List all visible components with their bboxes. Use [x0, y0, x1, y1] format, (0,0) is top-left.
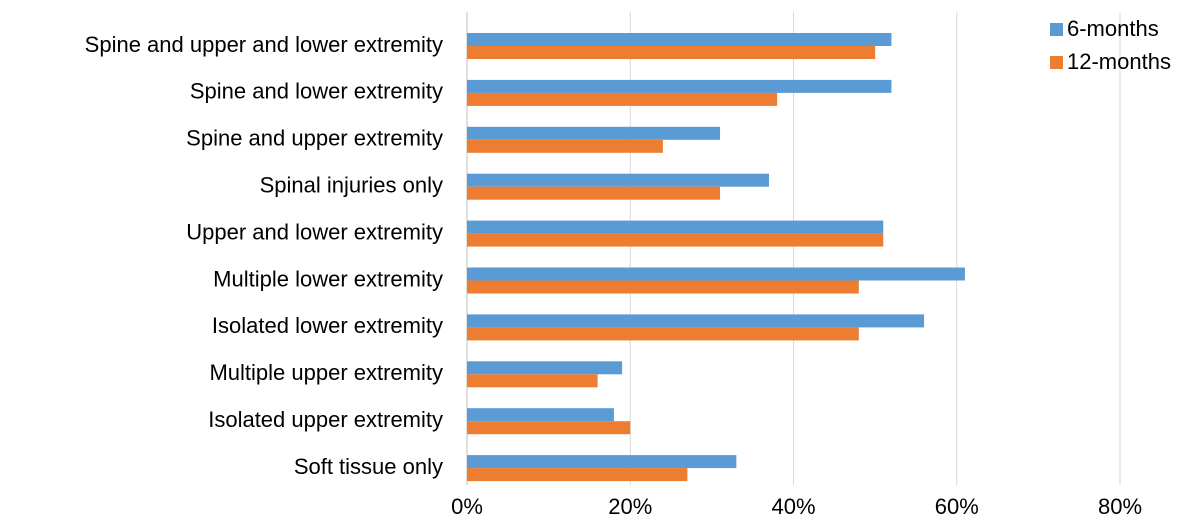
- bar-six-months: [467, 267, 965, 281]
- legend: 6-months 12-months: [1050, 16, 1171, 74]
- category-label: Multiple lower extremity: [213, 266, 443, 291]
- x-tick-label: 80%: [1098, 494, 1142, 519]
- bar-twelve-months: [467, 186, 721, 200]
- x-tick-label: 60%: [935, 494, 979, 519]
- category-label: Multiple upper extremity: [209, 360, 443, 385]
- bar-twelve-months: [467, 46, 876, 59]
- bar-twelve-months: [467, 327, 859, 341]
- bar-six-months: [467, 79, 892, 93]
- category-label: Spinal injuries only: [260, 173, 443, 198]
- legend-label: 6-months: [1067, 16, 1159, 41]
- bar-six-months: [467, 173, 770, 187]
- bar-twelve-months: [467, 139, 663, 153]
- bar-six-months: [467, 314, 925, 328]
- bar-six-months: [467, 220, 884, 234]
- bar-six-months: [467, 408, 614, 422]
- category-label: Isolated lower extremity: [212, 313, 443, 338]
- category-label: Spine and upper and lower extremity: [85, 32, 443, 57]
- bar-twelve-months: [467, 233, 884, 247]
- bar-six-months: [467, 126, 721, 140]
- bar-six-months: [467, 455, 737, 469]
- x-axis-tick-labels: 0% 20% 40% 60% 80%: [451, 494, 1142, 519]
- x-tick-label: 20%: [608, 494, 652, 519]
- legend-swatch: [1050, 56, 1063, 69]
- x-tick-label: 40%: [771, 494, 815, 519]
- category-label: Soft tissue only: [294, 454, 443, 479]
- bar-six-months: [467, 33, 892, 46]
- bar-twelve-months: [467, 280, 859, 294]
- bar-six-months: [467, 361, 623, 375]
- bar-twelve-months: [467, 92, 778, 106]
- category-label: Spine and upper extremity: [186, 126, 443, 151]
- bars: [467, 33, 965, 482]
- x-tick-label: 0%: [451, 494, 483, 519]
- bar-twelve-months: [467, 468, 688, 482]
- category-label: Isolated upper extremity: [208, 407, 443, 432]
- category-label: Upper and lower extremity: [186, 219, 443, 244]
- bar-twelve-months: [467, 374, 598, 388]
- bar-twelve-months: [467, 421, 631, 435]
- category-labels: Spine and upper and lower extremity Spine…: [85, 32, 443, 479]
- legend-swatch: [1050, 23, 1063, 36]
- legend-label: 12-months: [1067, 49, 1171, 74]
- category-label: Spine and lower extremity: [190, 79, 443, 104]
